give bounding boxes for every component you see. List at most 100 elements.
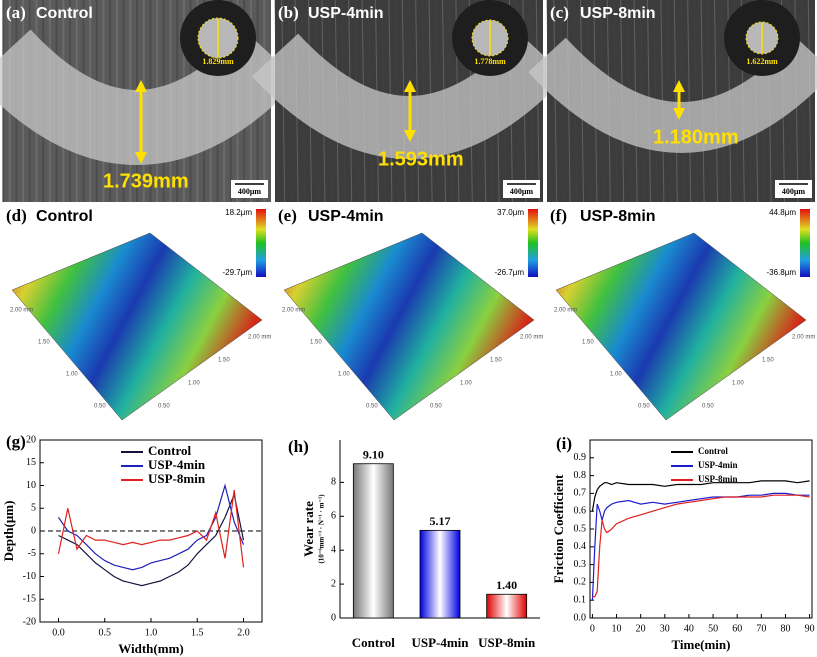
wear-width: 1.739mm	[103, 170, 189, 192]
x-tick-label: 90	[805, 623, 815, 634]
axis-tick-label: 0.50	[158, 404, 170, 410]
colorbar-max: 37.0μm	[497, 208, 524, 217]
x-tick-label: 2.0	[237, 627, 250, 638]
y-tick-label: 0.1	[574, 594, 587, 605]
panel-label: (b)	[278, 3, 299, 22]
series-line	[591, 480, 810, 512]
panel-label: (c)	[550, 3, 569, 22]
legend-label: USP-8min	[698, 474, 738, 484]
colorbar	[800, 209, 810, 277]
x-tick-label: 1.5	[191, 627, 204, 638]
colorbar-max: 44.8μm	[769, 208, 796, 217]
y-tick-label: -5	[28, 548, 36, 559]
axis-tick-label: 1.00	[732, 381, 744, 387]
y-tick-label: -15	[23, 594, 36, 605]
scale-bar: 400μm	[782, 187, 806, 196]
x-tick-label: 1.0	[145, 627, 158, 638]
axis-tick-label: 2.00 mm	[554, 308, 577, 314]
axis-tick-label: 1.00	[610, 372, 622, 378]
series-line	[592, 494, 810, 598]
x-axis-label: Width(mm)	[118, 641, 183, 656]
panel-label: (h)	[288, 437, 309, 456]
panel-title: Control	[36, 5, 93, 22]
axis-tick-label: 1.00	[338, 372, 350, 378]
inset-diameter: 1.829mm	[202, 57, 234, 66]
texture	[667, 0, 672, 203]
y-tick-label: -10	[23, 571, 36, 582]
y-tick-label: 0.0	[574, 612, 587, 623]
colorbar-max: 18.2μm	[225, 208, 252, 217]
series-line	[58, 492, 245, 587]
colorbar-min: -26.7μm	[494, 268, 524, 277]
legend-label: USP-4min	[148, 457, 206, 472]
wear-width: 1.180mm	[653, 126, 739, 148]
axis-tick-label: 1.00	[460, 381, 472, 387]
x-axis-label: Time(min)	[672, 637, 731, 652]
axis-tick-label: 0.50	[430, 404, 442, 410]
legend-label: Control	[148, 443, 191, 458]
texture	[807, 0, 812, 203]
panel-title: USP-4min	[308, 208, 384, 225]
y-tick-label: 2	[331, 578, 336, 589]
panel-label: (i)	[556, 434, 572, 453]
x-tick-label: 20	[636, 623, 646, 634]
x-tick-label: 50	[708, 623, 718, 634]
bar	[419, 529, 461, 619]
axis-tick-label: 0.50	[638, 404, 650, 410]
panel-title: USP-8min	[580, 5, 656, 22]
x-tick-label: 10	[612, 623, 622, 634]
scale-bar: 400μm	[238, 187, 262, 196]
axis-tick-label: 2.00 mm	[248, 335, 271, 341]
y-tick-label: -20	[23, 616, 36, 627]
colorbar-min: -36.8μm	[766, 268, 796, 277]
scale-bar: 400μm	[510, 187, 534, 196]
value-label: 5.17	[430, 514, 451, 528]
wear-track	[528, 37, 817, 153]
texture	[553, 0, 558, 203]
y-axis-label: Friction Coefficient	[551, 474, 566, 583]
x-tick-label: 70	[756, 623, 766, 634]
y-tick-label: 5	[31, 503, 36, 514]
panel-label: (e)	[278, 206, 297, 225]
plot-frame	[589, 439, 813, 619]
panel-label: (d)	[6, 206, 27, 225]
y-tick-label: 0	[31, 525, 36, 536]
series-line	[591, 492, 810, 601]
panel-title: USP-4min	[308, 5, 384, 22]
axis-tick-label: 1.50	[490, 358, 502, 364]
colorbar-min: -29.7μm	[222, 268, 252, 277]
inset-diameter: 1.622mm	[746, 57, 778, 66]
axis-tick-label: 2.00 mm	[10, 308, 33, 314]
y-tick-label: 20	[26, 434, 36, 445]
texture	[274, 0, 279, 203]
value-label: 9.10	[363, 447, 384, 461]
bar	[352, 463, 394, 619]
axis-tick-label: 2.00 mm	[282, 308, 305, 314]
y-tick-label: 0.2	[574, 577, 587, 588]
axis-tick-label: 1.00	[188, 381, 200, 387]
y-tick-label: 10	[26, 480, 36, 491]
y-axis-label: Depth(μm)	[1, 501, 16, 562]
x-tick-label: USP-4min	[411, 635, 469, 650]
legend-label: USP-4min	[698, 460, 738, 470]
y-tick-label: 8	[331, 477, 336, 488]
x-tick-label: Control	[352, 635, 395, 650]
y-tick-label: 0.6	[574, 505, 587, 516]
y-axis-unit: (10⁻⁶mm⁻³ · N⁻¹ · m⁻¹)	[318, 494, 326, 564]
series-line	[58, 483, 245, 571]
axis-tick-label: 1.50	[310, 340, 322, 346]
axis-tick-label: 2.00 mm	[520, 335, 543, 341]
y-tick-label: 0.8	[574, 470, 587, 481]
x-tick-label: 30	[660, 623, 670, 634]
axis-tick-label: 1.50	[38, 340, 50, 346]
x-tick-label: 40	[684, 623, 694, 634]
colorbar	[256, 209, 266, 277]
y-tick-label: 4	[331, 544, 336, 555]
panel-label: (g)	[6, 432, 26, 451]
axis-tick-label: 1.50	[762, 358, 774, 364]
colorbar	[528, 209, 538, 277]
y-tick-label: 0.7	[574, 488, 587, 499]
axis-tick-label: 2.00 mm	[792, 335, 815, 341]
surface	[11, 232, 263, 421]
value-label: 1.40	[496, 578, 517, 592]
